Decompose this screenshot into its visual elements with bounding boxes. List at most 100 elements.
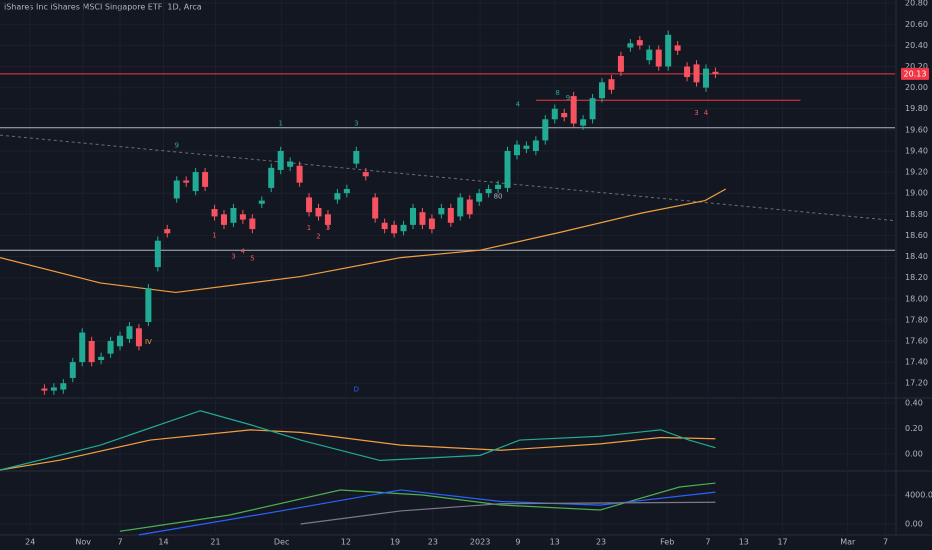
annotation: IV <box>145 338 152 346</box>
candle-body <box>589 98 596 120</box>
candle-body <box>608 79 615 90</box>
candle-body <box>391 224 398 234</box>
candle-body <box>239 214 246 220</box>
annotation: 1 <box>212 231 216 239</box>
candle-body <box>372 197 379 219</box>
annotation: 4 <box>704 109 709 117</box>
x-tick-label: 17 <box>777 538 787 547</box>
annotation: 9 <box>566 94 570 102</box>
y-tick-label: 20.00 <box>905 83 928 92</box>
annotation: 9 <box>174 142 178 150</box>
candle-body <box>599 82 606 99</box>
candle-body <box>135 328 142 347</box>
candle-body <box>296 165 303 183</box>
candle-body <box>665 34 672 67</box>
y-tick-label: 20.80 <box>905 0 928 8</box>
candle-body <box>381 222 388 230</box>
candle-body <box>324 214 331 225</box>
candle-body <box>258 200 265 204</box>
annotation: 3 <box>231 253 235 261</box>
annotation: 3 <box>326 224 330 232</box>
candle-body <box>674 45 681 51</box>
x-tick-label: Feb <box>660 538 674 547</box>
x-tick-label: 23 <box>596 538 606 547</box>
annotation: 8 <box>555 89 559 97</box>
x-tick-label: 7 <box>705 538 710 547</box>
y-tick-label: 17.60 <box>905 336 928 345</box>
x-tick-label: 13 <box>550 538 560 547</box>
candle-body <box>60 383 67 390</box>
annotation: 4 <box>516 101 521 109</box>
candle-body <box>466 199 473 215</box>
x-tick-label: 7 <box>883 538 888 547</box>
candle-body <box>646 49 653 61</box>
x-tick-label: 14 <box>158 538 168 547</box>
y-tick-label: 20.40 <box>905 41 928 50</box>
y-tick-label: 17.40 <box>905 358 928 367</box>
x-tick-label: 19 <box>390 538 400 547</box>
candle-body <box>230 207 237 223</box>
price-tag <box>901 67 929 80</box>
y-tick-label: 0.20 <box>905 424 923 433</box>
candle-body <box>419 212 426 225</box>
candle-body <box>400 224 407 232</box>
candle-body <box>655 49 662 67</box>
candle-body <box>702 68 709 88</box>
candle-body <box>495 184 502 189</box>
x-tick-label: Dec <box>274 538 289 547</box>
oscillator-line <box>0 429 716 471</box>
candle-body <box>173 180 180 199</box>
y-tick-label: 20.20 <box>905 62 928 71</box>
candle-body <box>551 108 558 120</box>
candle-body <box>277 150 284 170</box>
y-tick-label: 0.40 <box>905 399 923 408</box>
y-tick-label: 17.20 <box>905 379 928 388</box>
annotation: 4 <box>241 247 246 255</box>
x-tick-label: 13 <box>739 538 749 547</box>
candle-body <box>580 119 587 126</box>
x-tick-label: 23 <box>428 538 438 547</box>
candle-body <box>561 112 568 118</box>
candle-body <box>410 207 417 225</box>
y-tick-label: 17.80 <box>905 315 928 324</box>
y-tick-label: 19.40 <box>905 146 928 155</box>
candle-body <box>268 167 275 188</box>
candle-body <box>617 55 624 72</box>
y-tick-label: 0.00 <box>905 520 923 529</box>
candle-body <box>117 335 124 347</box>
x-tick-label: 21 <box>210 538 220 547</box>
annotation: 2 <box>316 232 320 240</box>
candle-body <box>107 340 114 354</box>
y-tick-label: 19.20 <box>905 168 928 177</box>
candle-body <box>343 188 350 194</box>
annotation: 1 <box>307 224 311 232</box>
x-tick-label: Nov <box>75 538 91 547</box>
candle-body <box>428 218 435 230</box>
x-tick-label: 9 <box>515 538 520 547</box>
candle-body <box>485 188 492 194</box>
y-tick-label: 4000.00 <box>905 490 932 499</box>
candle-body <box>154 240 161 268</box>
x-tick-label: 24 <box>25 538 35 547</box>
candle-body <box>542 119 549 141</box>
candle-body <box>287 161 294 167</box>
candle-body <box>504 150 511 188</box>
candle-body <box>457 197 464 217</box>
candle-body <box>438 207 445 215</box>
annotation: 3 <box>694 109 698 117</box>
annotation: 80 <box>494 192 503 200</box>
x-tick-label: Mar <box>840 538 856 547</box>
candle-body <box>249 218 256 230</box>
candle-body <box>532 140 539 151</box>
candle-body <box>627 43 634 48</box>
y-tick-label: 0.00 <box>905 450 923 459</box>
candle-body <box>334 193 341 200</box>
candle-body <box>145 288 152 322</box>
candle-body <box>315 207 322 217</box>
x-tick-label: 12 <box>341 538 351 547</box>
candle-body <box>41 388 48 391</box>
price-tag-label: 20.13 <box>904 69 927 78</box>
candle-body <box>69 362 76 378</box>
volume-line <box>300 501 716 525</box>
